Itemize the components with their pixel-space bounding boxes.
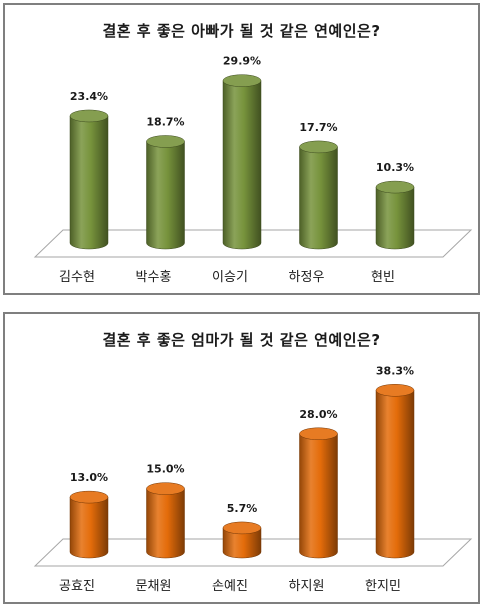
data-label: 18.7% — [146, 115, 184, 128]
category-label: 박수홍 — [136, 270, 172, 285]
bar — [69, 490, 109, 559]
chart-canvas: 23.4% 김수현 18.7% 박수홍 29.9% 이승기 17.7% 하정우 10.3% 현빈 — [33, 55, 473, 285]
bar — [299, 427, 338, 559]
data-label: 10.3% — [376, 161, 414, 174]
data-label: 15.0% — [146, 463, 184, 476]
bar — [299, 140, 338, 250]
category-label: 공효진 — [59, 579, 95, 594]
data-label: 28.0% — [299, 408, 337, 421]
data-label: 5.7% — [227, 502, 258, 515]
data-label: 23.4% — [70, 90, 108, 103]
bar — [69, 109, 109, 250]
chart-title: 결혼 후 좋은 아빠가 될 것 같은 연예인은? — [102, 22, 381, 40]
data-label: 13.0% — [70, 471, 108, 484]
category-label: 한지민 — [365, 579, 401, 594]
category-label: 하지원 — [289, 579, 325, 594]
bar — [146, 482, 185, 559]
bar — [222, 74, 262, 250]
category-label: 이승기 — [212, 270, 248, 285]
category-label: 현빈 — [371, 270, 395, 285]
chart-panel-dad: 결혼 후 좋은 아빠가 될 것 같은 연예인은? 23.4% 김수현 18.7% 박수… — [3, 3, 480, 295]
category-label: 하정우 — [289, 270, 325, 285]
chart-title: 결혼 후 좋은 엄마가 될 것 같은 연예인은? — [102, 331, 381, 349]
chart-panel-mom: 결혼 후 좋은 엄마가 될 것 같은 연예인은? 13.0% 공효진 15.0% 문채… — [3, 312, 480, 604]
chart-canvas: 13.0% 공효진 15.0% 문채원 5.7% 손예진 28.0% 하지원 38.3% 한지민 — [33, 364, 473, 594]
bar — [146, 135, 185, 250]
bar — [375, 180, 415, 250]
data-label: 38.3% — [376, 364, 414, 377]
data-label: 29.9% — [223, 55, 261, 68]
data-label: 17.7% — [299, 121, 337, 134]
category-label: 손예진 — [212, 579, 248, 594]
bar — [222, 521, 262, 559]
category-label: 문채원 — [136, 579, 172, 594]
bar — [375, 384, 415, 559]
category-label: 김수현 — [59, 270, 95, 285]
